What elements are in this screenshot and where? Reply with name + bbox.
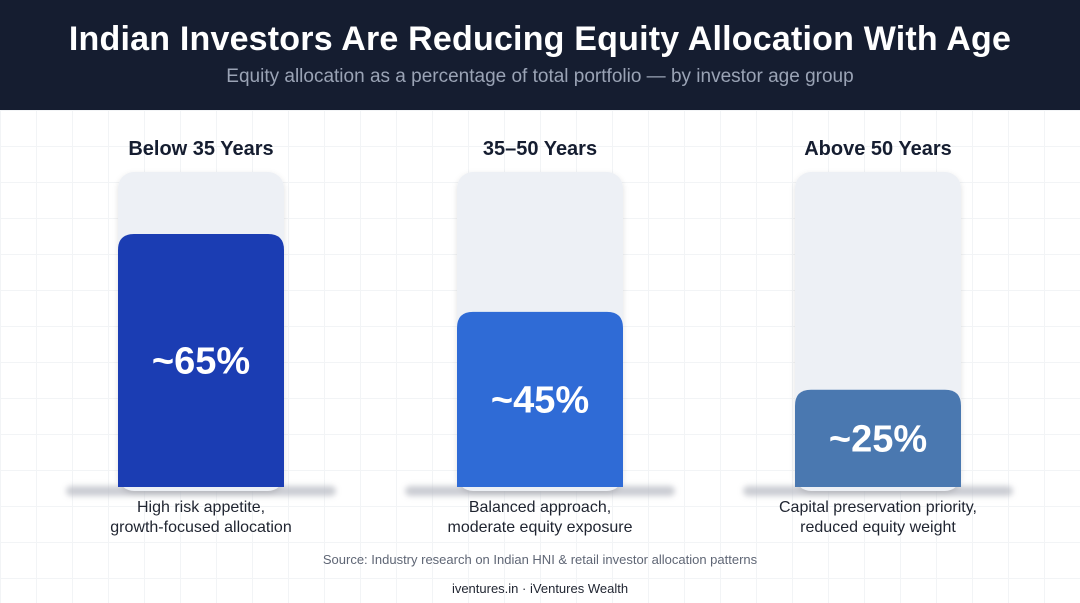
footer-separator: · bbox=[522, 581, 527, 596]
chart-subtitle: Equity allocation as a percentage of tot… bbox=[226, 66, 854, 87]
chart-title: Indian Investors Are Reducing Equity All… bbox=[68, 20, 1012, 58]
header-banner: Indian Investors Are Reducing Equity All… bbox=[0, 0, 1080, 110]
description-line: Capital preservation priority, bbox=[778, 499, 977, 516]
footer-brand: iVentures Wealth bbox=[530, 581, 629, 596]
footer-site: iventures.in bbox=[451, 581, 519, 596]
category-label: 35–50 Years bbox=[482, 138, 598, 160]
category-description: Capital preservation priority, reduced eq… bbox=[748, 498, 1008, 538]
description-line: reduced equity weight bbox=[800, 519, 956, 536]
description-line: Balanced approach, bbox=[468, 499, 612, 516]
category-label: Above 50 Years bbox=[804, 138, 952, 160]
bar-value-label: ~25% bbox=[829, 418, 927, 460]
bar-3 bbox=[795, 389, 961, 487]
category-description: Balanced approach, moderate equity exposu… bbox=[410, 498, 670, 538]
bar-chart-svg: ~65% ~45% ~25% bbox=[66, 172, 1013, 496]
category-label: Below 35 Years bbox=[128, 138, 274, 160]
description-line: growth-focused allocation bbox=[110, 519, 292, 536]
description-line: High risk appetite, bbox=[136, 499, 266, 516]
bar-1 bbox=[118, 234, 284, 487]
source-note: Source: Industry research on Indian HNI … bbox=[322, 552, 758, 567]
bar-2 bbox=[457, 311, 623, 487]
description-line: moderate equity exposure bbox=[447, 519, 633, 536]
footer: iventures.in · iVentures Wealth bbox=[0, 581, 1080, 596]
category-description: High risk appetite, growth-focused alloca… bbox=[71, 498, 331, 538]
chart-area: ~65% ~45% ~25% Below 35 Years High risk app… bbox=[0, 110, 1080, 603]
bar-value-label: ~65% bbox=[152, 341, 250, 383]
bar-value-label: ~45% bbox=[491, 379, 589, 421]
